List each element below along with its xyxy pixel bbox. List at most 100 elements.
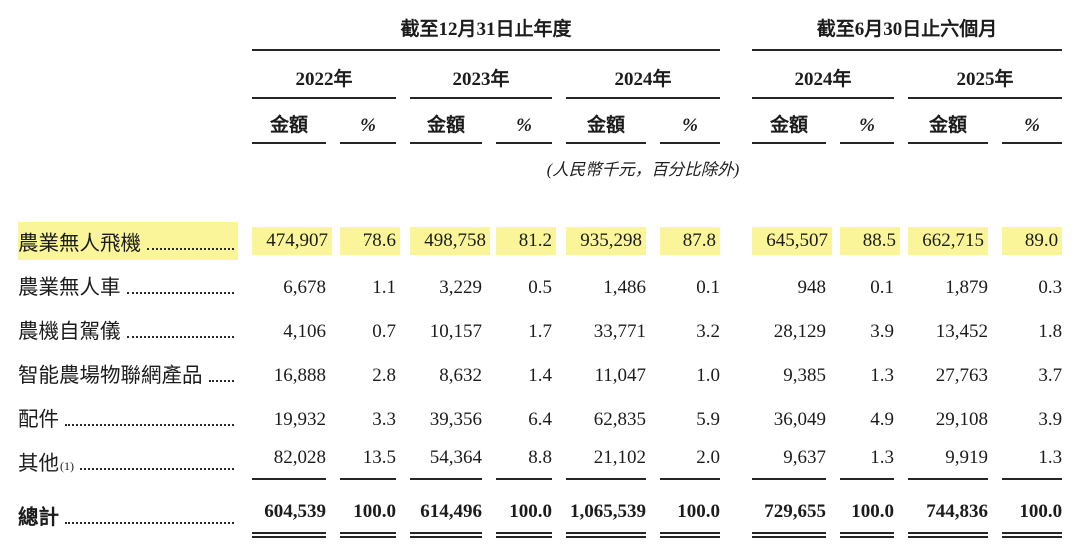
highlighted-value: 88.5: [840, 227, 901, 255]
amount-value: 3,229: [439, 277, 482, 298]
row-label-text: 總計: [18, 507, 59, 529]
highlighted-value: 81.2: [496, 227, 556, 255]
amount-value: 9,385: [783, 365, 827, 386]
amount-cell: 16,888: [238, 348, 326, 392]
highlighted-value: 78.6: [340, 227, 400, 255]
percent-cell: 1.1: [326, 260, 396, 304]
highlighted-value: 645,507: [752, 227, 833, 255]
amount-cell: 1,486: [552, 260, 646, 304]
total-row: 總計 604,539 100.0 614,496 100.0 1,065,539 100.0…: [18, 480, 1063, 538]
amount-value: 33,771: [593, 321, 646, 342]
percent-value: 1.7: [528, 321, 552, 342]
dot-leader: [126, 336, 234, 338]
amount-value: 1,065,539: [566, 501, 646, 538]
year-label: 2022年: [295, 69, 353, 90]
amount-value: 744,836: [908, 501, 989, 538]
percent-value: 8.8: [496, 447, 552, 480]
percent-value: 100.0: [840, 501, 895, 538]
rule: [840, 142, 895, 144]
rule: [496, 142, 552, 144]
percent-cell: 8.8: [482, 436, 552, 480]
percent-cell: 0.1: [826, 260, 894, 304]
year-header-2024-interim: 2024年: [738, 51, 895, 99]
table-row: 農業無人車 6,678 1.1 3,229 0.5 1,486 0.1 948 0.1 1,879…: [18, 260, 1062, 304]
row-label: 其他 (1): [18, 436, 238, 480]
year-label: 2024年: [614, 69, 672, 90]
percent-value: 2.8: [372, 365, 396, 386]
amount-value: 29,108: [935, 409, 989, 430]
percent-cell: 89.0: [988, 216, 1063, 260]
amount-cell: 36,049: [738, 392, 826, 436]
percent-header-label: %: [516, 115, 532, 136]
percent-value: 3.9: [1038, 409, 1063, 430]
percent-cell: 2.0: [646, 436, 721, 480]
row-label-text: 配件: [18, 409, 59, 431]
row-label-text: 農機自駕儀: [18, 321, 121, 343]
dot-leader: [65, 522, 234, 524]
percent-cell: 0.1: [646, 260, 720, 304]
amount-header-label: 金額: [929, 115, 968, 136]
section-gap: [720, 348, 738, 392]
amount-cell: 27,763: [894, 348, 988, 392]
rule: [908, 97, 1063, 99]
amount-cell: 39,356: [396, 392, 482, 436]
table-row: 農機自駕儀 4,106 0.7 10,157 1.7 33,771 3.2 28,129 3.9…: [18, 304, 1062, 348]
percent-cell: 1.4: [482, 348, 552, 392]
row-label-text: 智能農場物聯網產品: [18, 365, 203, 387]
percent-value: 2.0: [660, 447, 721, 480]
section-gap: [720, 216, 738, 260]
year-header-2024: 2024年: [552, 51, 721, 99]
section-gap: [720, 436, 738, 480]
percent-cell: 3.2: [646, 304, 720, 348]
percent-value: 3.2: [696, 321, 721, 342]
amount-value: 13,452: [935, 321, 989, 342]
amount-header: 金額: [396, 99, 482, 144]
amount-value: 662,715: [908, 227, 989, 260]
section-gap: [720, 480, 738, 534]
percent-value: 0.7: [372, 321, 396, 342]
header-spacer: [18, 99, 238, 144]
amount-value: 645,507: [752, 227, 833, 260]
section-gap: [720, 392, 738, 436]
rule: [908, 142, 989, 144]
percent-value: 5.9: [696, 409, 721, 430]
rule: [252, 142, 326, 144]
amount-value: 39,356: [429, 409, 482, 430]
percent-cell: 100.0: [988, 480, 1063, 538]
section-gap: [720, 10, 738, 51]
amount-value: 6,678: [283, 277, 326, 298]
amount-value: 21,102: [566, 447, 646, 480]
percent-value: 1.3: [840, 447, 895, 480]
amount-value: 82,028: [252, 447, 326, 480]
rule: [410, 97, 552, 99]
percent-cell: 1.3: [826, 436, 895, 480]
percent-cell: 3.9: [988, 392, 1062, 436]
amount-cell: 9,385: [738, 348, 826, 392]
percent-cell: 81.2: [482, 216, 556, 260]
percent-header-label: %: [859, 115, 875, 136]
amount-value: 16,888: [273, 365, 326, 386]
amount-value: 604,539: [252, 501, 326, 538]
percent-value: 89.0: [1002, 227, 1063, 260]
amount-cell: 614,496: [396, 480, 482, 538]
rule: [752, 142, 827, 144]
amount-cell: 935,298: [552, 216, 646, 260]
amount-cell: 28,129: [738, 304, 826, 348]
units-note: (人民幣千元，百分比除外): [546, 160, 740, 179]
amount-cell: 4,106: [238, 304, 326, 348]
amount-value: 19,932: [273, 409, 326, 430]
percent-value: 1.0: [696, 365, 721, 386]
amount-cell: 29,108: [894, 392, 988, 436]
highlighted-value: 87.8: [660, 227, 721, 255]
amount-value: 935,298: [566, 227, 646, 260]
row-label: 農機自駕儀: [18, 304, 238, 348]
rule: [566, 142, 646, 144]
percent-value: 1.3: [870, 365, 895, 386]
amount-cell: 10,157: [396, 304, 482, 348]
amount-cell: 54,364: [396, 436, 482, 480]
dot-leader: [126, 292, 234, 294]
spacer-row: [18, 180, 1062, 216]
percent-cell: 1.8: [988, 304, 1062, 348]
units-note-cell: (人民幣千元，百分比除外): [547, 144, 740, 180]
percent-cell: 100.0: [826, 480, 895, 538]
